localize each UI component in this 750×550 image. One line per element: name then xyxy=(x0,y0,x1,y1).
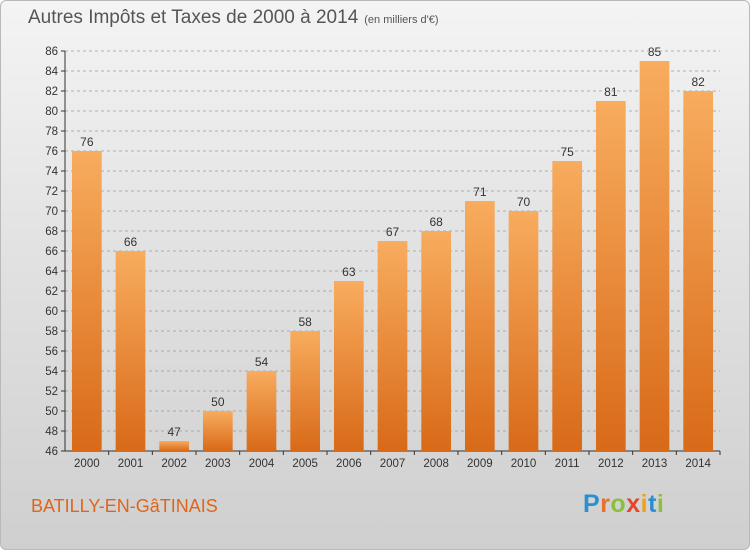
y-tick-label: 54 xyxy=(45,366,58,378)
data-label: 70 xyxy=(517,195,531,209)
y-tick-label: 62 xyxy=(45,286,58,298)
data-label: 66 xyxy=(124,235,138,249)
y-tick-label: 82 xyxy=(45,86,58,98)
logo-letter: o xyxy=(610,490,627,518)
x-tick-label: 2008 xyxy=(423,458,449,470)
y-tick-label: 74 xyxy=(45,166,58,178)
bar xyxy=(552,161,583,451)
data-label: 67 xyxy=(386,225,400,239)
x-tick-label: 2012 xyxy=(598,458,624,470)
y-tick-label: 68 xyxy=(45,226,58,238)
data-label: 76 xyxy=(80,135,94,149)
data-label: 75 xyxy=(560,145,574,159)
bar xyxy=(377,241,408,451)
chart-title: Autres Impôts et Taxes de 2000 à 2014 (en… xyxy=(28,7,439,29)
bar xyxy=(290,331,321,451)
y-tick-label: 58 xyxy=(45,326,58,338)
chart-title-main: Autres Impôts et Taxes de 2000 à 2014 xyxy=(28,7,359,28)
bar xyxy=(639,61,670,451)
data-label: 47 xyxy=(167,425,181,439)
data-label: 81 xyxy=(604,85,618,99)
bar xyxy=(71,151,102,451)
x-tick-label: 2001 xyxy=(118,458,144,470)
bar xyxy=(333,281,364,451)
logo-letter: i xyxy=(640,490,649,518)
bar xyxy=(595,101,626,451)
bar xyxy=(464,201,495,451)
y-tick-label: 70 xyxy=(45,206,58,218)
bar xyxy=(115,251,146,451)
x-tick-label: 2004 xyxy=(249,458,275,470)
x-tick-label: 2010 xyxy=(511,458,537,470)
x-tick-label: 2009 xyxy=(467,458,493,470)
bar xyxy=(246,371,277,451)
y-tick-label: 48 xyxy=(45,426,58,438)
y-tick-label: 52 xyxy=(45,386,58,398)
x-tick-label: 2002 xyxy=(161,458,187,470)
x-tick-label: 2006 xyxy=(336,458,362,470)
logo-letter: i xyxy=(656,490,665,518)
bar xyxy=(683,91,714,451)
proxiti-logo: Proxiti xyxy=(583,490,664,519)
data-label: 82 xyxy=(691,75,705,89)
town-name: BATILLY-EN-GâTINAIS xyxy=(31,496,218,516)
data-label: 85 xyxy=(648,45,662,59)
logo-letter: P xyxy=(583,490,601,518)
data-label: 63 xyxy=(342,265,356,279)
y-tick-label: 50 xyxy=(45,406,58,418)
bar xyxy=(508,211,539,451)
x-tick-label: 2011 xyxy=(555,458,580,470)
x-tick-label: 2003 xyxy=(205,458,231,470)
y-tick-label: 46 xyxy=(45,446,58,458)
chart-title-unit: (en milliers d'€) xyxy=(364,14,439,26)
y-tick-label: 72 xyxy=(45,186,58,198)
x-tick-label: 2007 xyxy=(380,458,406,470)
x-tick-label: 2005 xyxy=(292,458,318,470)
y-tick-label: 78 xyxy=(45,126,58,138)
x-tick-label: 2013 xyxy=(642,458,668,470)
data-label: 68 xyxy=(429,215,443,229)
y-tick-label: 80 xyxy=(45,106,58,118)
data-label: 54 xyxy=(255,355,269,369)
data-label: 50 xyxy=(211,395,225,409)
bar xyxy=(202,411,233,451)
bar xyxy=(159,441,190,451)
y-tick-label: 66 xyxy=(45,246,58,258)
data-label: 58 xyxy=(298,315,312,329)
logo-letter: r xyxy=(600,490,611,518)
y-tick-label: 60 xyxy=(45,306,58,318)
y-tick-label: 56 xyxy=(45,346,58,358)
y-tick-label: 64 xyxy=(45,266,58,278)
logo-letter: x xyxy=(626,490,641,518)
bar xyxy=(421,231,452,451)
x-tick-label: 2014 xyxy=(685,458,711,470)
logo-letter: t xyxy=(648,490,657,518)
y-tick-label: 84 xyxy=(45,66,58,78)
x-tick-label: 2000 xyxy=(74,458,100,470)
y-tick-label: 86 xyxy=(45,46,58,58)
y-tick-label: 76 xyxy=(45,146,58,158)
data-label: 71 xyxy=(473,185,487,199)
